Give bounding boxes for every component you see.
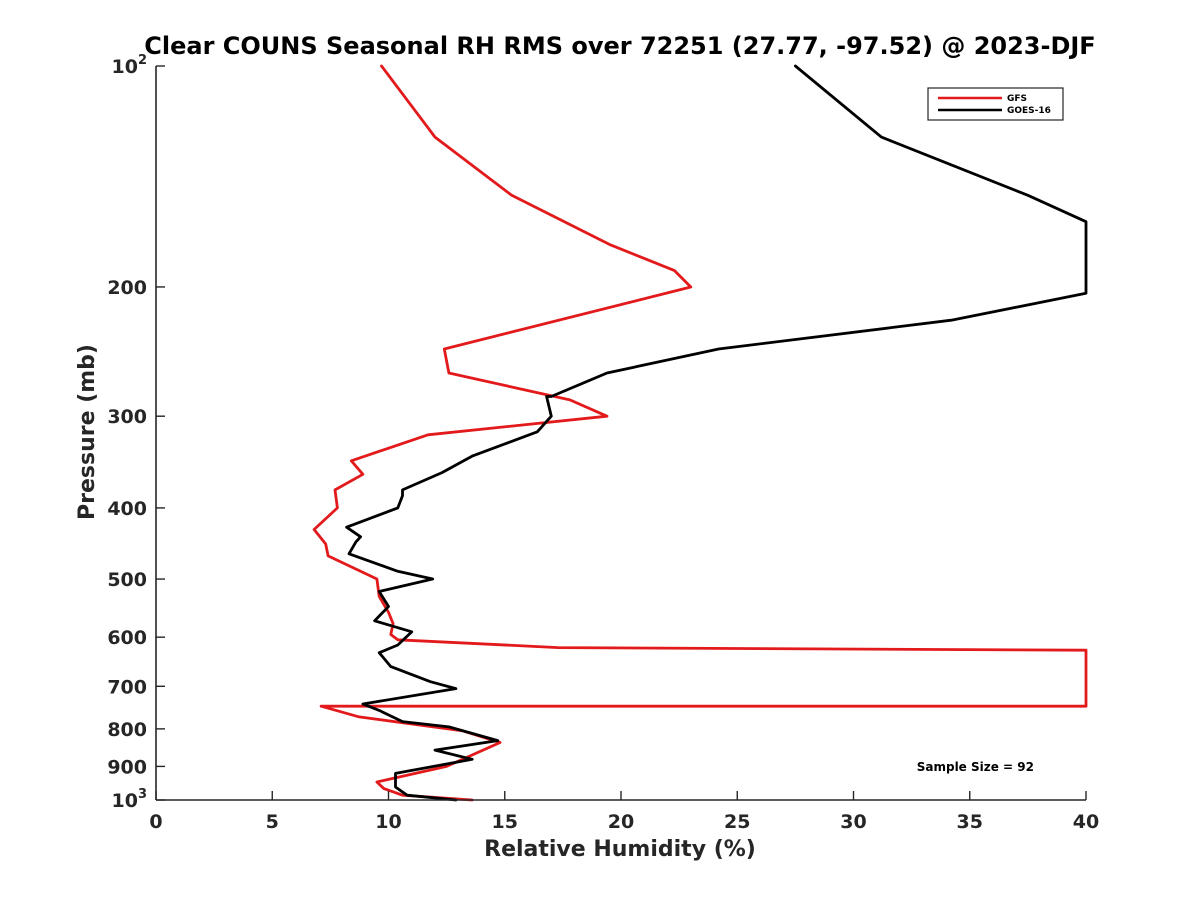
x-tick-label: 25 (724, 811, 750, 833)
series-line-goes16 (345, 64, 1088, 802)
x-tick-label: 15 (492, 811, 518, 833)
x-tick-label: 10 (375, 811, 401, 833)
sample-size-annotation: Sample Size = 92 (917, 760, 1034, 774)
x-tick-label: 40 (1073, 811, 1099, 833)
x-tick-label: 0 (149, 811, 162, 833)
legend-box (927, 87, 1064, 121)
legend-label-gfs: GFS (1007, 94, 1027, 104)
x-axis-ticks: 0 5 10 15 20 25 30 35 40 (149, 791, 1099, 833)
y-tick-label: 800 (107, 719, 147, 741)
x-tick-label: 20 (608, 811, 634, 833)
y-tick-label: 500 (107, 569, 147, 591)
chart-title: Clear COUNS Seasonal RH RMS over 72251 (… (144, 32, 1095, 60)
y-tick-label: 400 (107, 498, 147, 520)
y-tick-label: 103 (112, 787, 148, 812)
x-tick-label: 5 (266, 811, 279, 833)
y-tick-label: 700 (107, 676, 147, 698)
y-tick-label: 600 (107, 627, 147, 649)
x-axis-label: Relative Humidity (%) (484, 837, 756, 862)
y-tick-label: 200 (107, 277, 147, 299)
legend-label-goes16: GOES-16 (1007, 106, 1051, 116)
y-tick-label: 102 (112, 53, 148, 78)
plot-lines (312, 64, 1088, 802)
x-tick-label: 30 (840, 811, 866, 833)
x-tick-label: 35 (957, 811, 983, 833)
legend: GFS GOES-16 (927, 87, 1064, 121)
y-axis-label: Pressure (mb) (75, 344, 100, 520)
y-axis-ticks: 102 200 300 400 500 600 700 800 900 103 (107, 53, 165, 812)
y-tick-label: 300 (107, 406, 147, 428)
y-tick-label: 900 (107, 756, 147, 778)
